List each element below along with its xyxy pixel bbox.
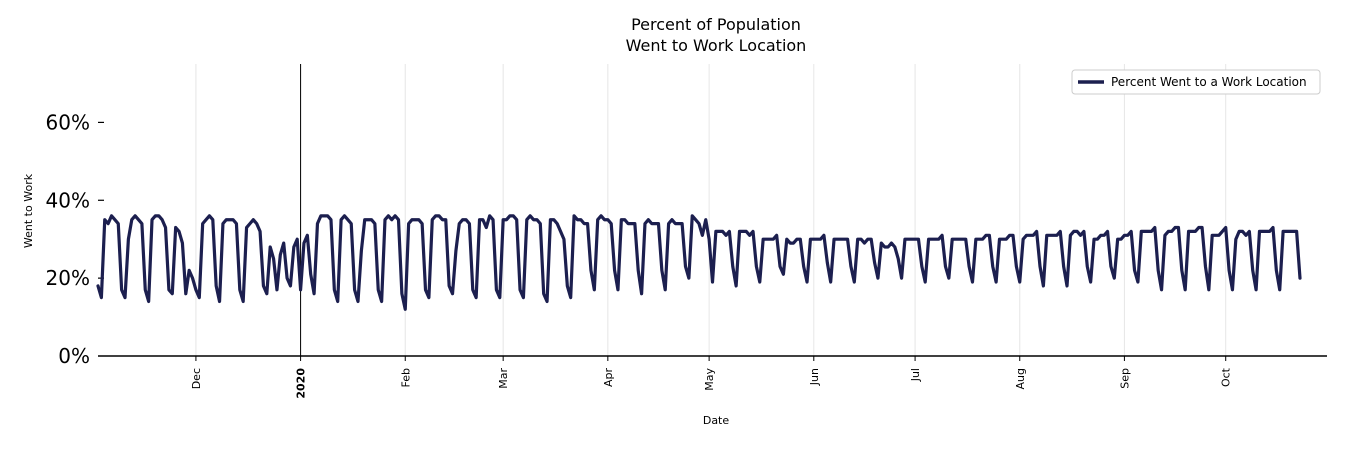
series-group — [96, 214, 1302, 311]
x-axis-title: Date — [703, 414, 730, 427]
x-tick-label: Oct — [1220, 367, 1233, 387]
series-line-0 — [96, 214, 1302, 311]
x-tick-label: Sep — [1118, 368, 1131, 389]
legend: Percent Went to a Work Location — [1071, 69, 1321, 95]
y-tick-label: 40% — [46, 188, 90, 212]
x-tick-label: Jun — [808, 368, 821, 386]
vertical-gridlines — [195, 64, 1227, 356]
y-tick-label: 60% — [46, 110, 90, 134]
x-tick-label: Jul — [909, 368, 922, 382]
y-axis-title: Went to Work — [22, 173, 35, 248]
x-tick-label: Mar — [497, 368, 510, 389]
legend-label: Percent Went to a Work Location — [1111, 75, 1307, 89]
x-tick-label: Apr — [602, 368, 615, 388]
y-tick-label: 20% — [46, 266, 90, 290]
chart-title-line2: Went to Work Location — [626, 36, 807, 55]
legend-box — [1071, 69, 1321, 95]
x-tick-label: May — [703, 368, 716, 391]
x-axis-ticks: Dec 2020 Feb Mar Apr May Jun Jul Aug Sep Oct — [190, 356, 1233, 399]
y-tick-label: 0% — [58, 344, 90, 368]
x-tick-label: Dec — [190, 368, 203, 389]
chart-title-line1: Percent of Population — [631, 15, 801, 34]
x-tick-label: Aug — [1014, 368, 1027, 389]
y-axis-ticks: 0% 20% 40% 60% — [46, 110, 104, 368]
x-tick-label: Feb — [399, 368, 412, 387]
x-tick-label: 2020 — [295, 368, 308, 399]
